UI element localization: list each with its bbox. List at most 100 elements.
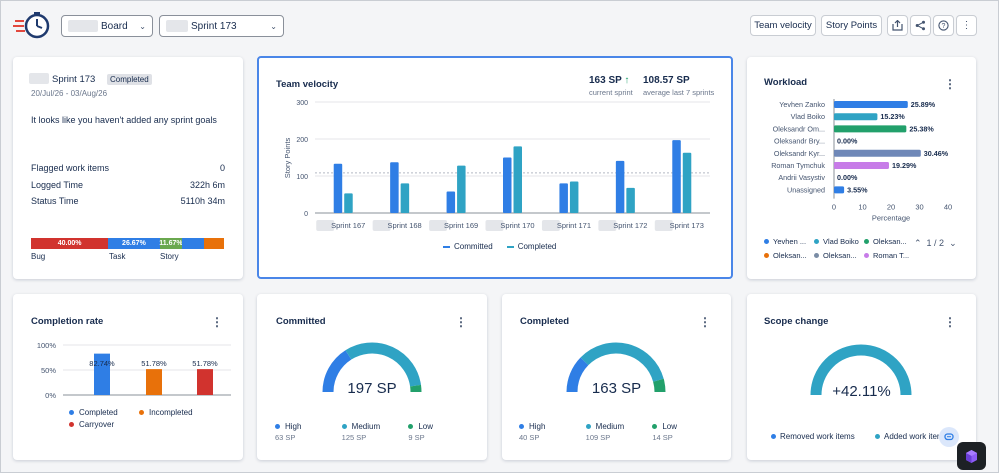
workload-chart: Yevhen Zanko 25.89% Vlad Boiko 15.23% Oleksa… [771,99,952,223]
x-tick-label: Sprint 170 [500,221,534,230]
bar-value-label: 82.74% [89,359,115,368]
workload-bar [834,125,907,133]
help-icon[interactable]: ? [933,15,954,36]
stat-label: Status Time [31,196,79,206]
type-bar-segment: 11.67% [159,238,183,249]
y-tick-label: 0 [304,211,308,218]
more-options-icon[interactable]: ⋮ [211,315,223,329]
more-options-icon[interactable]: ⋮ [455,315,467,329]
more-options-icon[interactable]: ⋮ [699,315,711,329]
completion-bar [94,353,110,395]
legend-item[interactable]: Vlad Boiko [814,237,864,246]
velocity-bar-committed [390,162,399,213]
legend-item[interactable]: Oleksan... [814,251,864,260]
stat-label: Flagged work items [31,163,110,173]
sprint-name: Sprint 173 [52,74,96,85]
x-tick-label: 30 [915,203,923,212]
legend-item: Low 14 SP [652,422,678,442]
legend-page-indicator: 1 / 2 [926,238,945,248]
gauge-segment-high [566,357,589,393]
story-points-button[interactable]: Story Points [821,15,882,36]
x-tick-redacted [541,220,560,231]
velocity-bar-completed [400,183,410,213]
x-axis-label: Percentage [872,214,910,223]
y-tick-label: 100% [37,341,57,350]
committed-legend: High 63 SP Medium 125 SP Low 9 SP [275,422,475,442]
x-tick-label: 20 [887,203,895,212]
completion-bar [146,369,162,395]
legend-item: Completed [69,408,139,417]
average-label: average last 7 sprints [643,88,715,97]
sprint-select-label: Sprint 173 [191,20,237,32]
velocity-bar-committed [333,163,343,213]
svg-text:?: ? [942,23,946,30]
more-options-icon[interactable]: ⋮ [944,77,956,91]
legend-item: Medium 109 SP [585,422,625,442]
workload-value-label: 19.29% [892,161,917,170]
sprint-name-redacted [166,20,188,32]
gauge-segment-added [810,344,912,396]
export-icon[interactable] [887,15,908,36]
velocity-bar-completed [682,152,692,213]
velocity-bar-completed [457,165,466,213]
team-velocity-card[interactable]: Team velocity 163 SP ↑ current sprint 10… [257,56,733,279]
sprint-goals-text: It looks like you haven't added any spri… [31,115,217,125]
completed-gauge [566,342,666,393]
x-tick-label: Sprint 173 [670,221,704,230]
y-tick-label: 300 [296,100,308,107]
velocity-bar-completed [344,193,353,213]
completion-rate-card: Completion rate ⋮ 100% 50% 0% 82.74% 51.78% 5… [13,294,243,460]
issue-type-bar: 40.00% 26.67% 11.67% [31,238,224,249]
y-tick-label: 200 [296,137,308,144]
share-icon[interactable] [910,15,931,36]
current-sprint-value: 163 SP ↑ [589,75,629,86]
x-tick-redacted [598,220,617,231]
team-velocity-button[interactable]: Team velocity [750,15,816,36]
board-select[interactable]: Board ⌄ [61,15,153,37]
app-cube-icon [966,449,977,463]
gauge-segment-medium [580,342,664,382]
x-tick-redacted [429,220,448,231]
more-options-icon[interactable]: ⋮ [944,315,956,329]
workload-value-label: 3.55% [847,185,868,194]
workload-value-label: 30.46% [924,149,949,158]
more-options-icon[interactable]: ⋮ [956,15,977,36]
chat-icon[interactable] [939,427,959,447]
status-badge: Completed [107,74,152,85]
legend-item[interactable]: Oleksan... [864,237,914,246]
card-title: Committed [276,316,326,327]
sprint-select[interactable]: Sprint 173 ⌄ [159,15,284,37]
workload-bar [834,101,908,108]
legend-item[interactable]: Yevhen ... [764,237,814,246]
legend-item[interactable]: Oleksan... [764,251,814,260]
completion-chart: 100% 50% 0% 82.74% 51.78% 51.78% [37,341,231,400]
legend-item: Medium 125 SP [341,422,381,442]
gauge-segment-high [322,350,352,393]
completion-bar [197,369,213,395]
sprint-name-redacted [29,73,49,84]
velocity-legend: Committed Completed [443,242,556,251]
legend-removed: Removed work items [771,432,855,441]
chevron-down-icon[interactable]: ⌄ [949,238,957,248]
completed-card: Completed ⋮ 163 SP High 40 SP Medium 109 SP… [502,294,731,460]
sprint-stats-list: Flagged work items 0 Logged Time 322h 6m… [31,163,225,213]
issue-type-story-label: Story [160,252,179,261]
committed-gauge [322,342,422,393]
app-launcher-button[interactable] [957,442,986,470]
completion-legend: Completed Incompleted Carryover [69,408,209,429]
board-select-label: Board [101,20,128,32]
board-name-redacted [68,20,98,32]
issue-type-task-label: Task [109,252,126,261]
stat-row: Logged Time 322h 6m [31,180,225,197]
legend-completed: Completed [506,242,556,251]
workload-name-label: Unassigned [787,185,825,194]
workload-card: Workload ⋮ Yevhen Zanko 25.89% Vlad Boiko 1… [747,57,976,279]
legend-item[interactable]: Roman T... [864,251,914,260]
stat-row: Status Time 5110h 34m [31,196,225,213]
velocity-bar-completed [626,187,635,213]
stat-label: Logged Time [31,179,84,190]
chevron-up-icon[interactable]: ⌃ [914,238,922,248]
x-tick-label: Sprint 168 [388,221,422,230]
velocity-bar-completed [569,181,579,213]
chevron-down-icon: ⌄ [139,21,146,31]
